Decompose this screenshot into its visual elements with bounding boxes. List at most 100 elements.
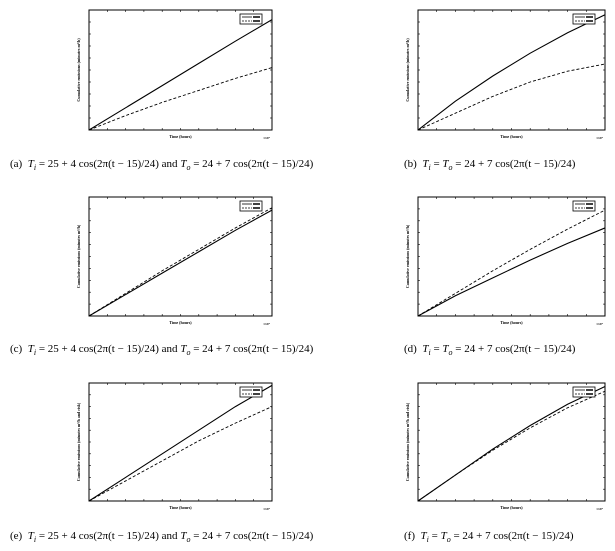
- series-line-2: [88, 207, 273, 317]
- caption-part: T: [180, 530, 187, 542]
- caption-part: i: [33, 535, 37, 545]
- legend-label-2: [253, 207, 260, 209]
- caption-part: o: [186, 163, 191, 173]
- legend: [572, 13, 596, 25]
- caption-part: o: [448, 163, 453, 173]
- x-axis-label: Time (hours): [169, 320, 192, 325]
- x-axis-label: Time (hours): [500, 134, 523, 139]
- legend-label-1: [586, 389, 593, 391]
- x-axis-multiplier: ×10⁴: [263, 322, 270, 326]
- caption-label: (a): [10, 158, 28, 170]
- caption-part: i: [33, 163, 37, 173]
- caption-part: T: [180, 343, 187, 355]
- caption-part: T: [27, 530, 34, 542]
- caption-part: T: [442, 343, 449, 355]
- x-axis-label: Time (hours): [169, 134, 192, 139]
- caption-part: =: [428, 530, 441, 542]
- caption-part: = 25 + 4 cos(2π(t − 15)/24) and: [36, 343, 181, 355]
- x-axis-multiplier: ×10⁴: [263, 136, 270, 140]
- caption-part: o: [186, 348, 191, 358]
- x-axis-multiplier: ×10⁴: [263, 507, 270, 511]
- caption-part: T: [442, 158, 449, 170]
- legend: [239, 200, 263, 212]
- caption-e: (e) Ti = 25 + 4 cos(2π(t − 15)/24) and T…: [10, 530, 313, 544]
- caption-part: o: [448, 348, 453, 358]
- legend-label-1: [253, 389, 260, 391]
- y-axis-label: Cumulative emissions (minutes m³/h and r…: [405, 402, 410, 481]
- series-line-2: [88, 67, 273, 131]
- caption-part: =: [430, 343, 443, 355]
- caption-part: T: [180, 158, 187, 170]
- caption-part: = 25 + 4 cos(2π(t − 15)/24) and: [36, 158, 181, 170]
- legend-box: [239, 13, 263, 25]
- series-line-2: [88, 406, 273, 502]
- caption-part: =: [430, 158, 443, 170]
- legend-box: [572, 386, 596, 398]
- caption-part: T: [27, 343, 34, 355]
- caption-label: (e): [10, 530, 28, 542]
- caption-part: T: [440, 530, 447, 542]
- series-line-1: [88, 209, 273, 317]
- y-axis-label: Cumulative emissions (minutes m³/h and r…: [76, 402, 81, 481]
- caption-part: o: [186, 535, 191, 545]
- caption-part: = 24 + 7 cos(2π(t − 15)/24): [190, 158, 314, 170]
- legend-label-2: [586, 393, 593, 395]
- caption-part: = 24 + 7 cos(2π(t − 15)/24): [450, 530, 574, 542]
- caption-part: T: [420, 530, 427, 542]
- x-axis-multiplier: ×10⁴: [596, 507, 603, 511]
- caption-part: = 24 + 7 cos(2π(t − 15)/24): [452, 158, 576, 170]
- legend: [239, 386, 263, 398]
- legend-label-2: [586, 207, 593, 209]
- series-line-1: [88, 19, 273, 131]
- legend: [239, 13, 263, 25]
- caption-part: T: [422, 343, 429, 355]
- caption-part: T: [422, 158, 429, 170]
- legend: [572, 386, 596, 398]
- caption-part: = 24 + 7 cos(2π(t − 15)/24): [190, 343, 314, 355]
- x-axis-multiplier: ×10⁴: [596, 136, 603, 140]
- series-line-1: [417, 14, 606, 131]
- x-axis-label: Time (hours): [500, 505, 523, 510]
- series-line-2: [417, 63, 606, 131]
- y-axis-label: Cumulative emissions (minutes m³/h): [405, 224, 410, 288]
- caption-part: T: [27, 158, 34, 170]
- legend-box: [572, 200, 596, 212]
- x-axis-label: Time (hours): [500, 320, 523, 325]
- caption-part: i: [428, 348, 431, 358]
- caption-part: i: [428, 163, 431, 173]
- caption-a: (a) Ti = 25 + 4 cos(2π(t − 15)/24) and T…: [10, 158, 313, 172]
- legend-box: [572, 13, 596, 25]
- legend-label-1: [253, 203, 260, 205]
- plot-frame: [417, 382, 606, 502]
- x-axis-multiplier: ×10⁴: [596, 322, 603, 326]
- legend-label-2: [253, 393, 260, 395]
- x-axis-label: Time (hours): [169, 505, 192, 510]
- caption-part: = 24 + 7 cos(2π(t − 15)/24): [190, 530, 314, 542]
- caption-part: = 24 + 7 cos(2π(t − 15)/24): [452, 343, 576, 355]
- caption-f: (f) Ti = To = 24 + 7 cos(2π(t − 15)/24): [404, 530, 574, 544]
- caption-b: (b) Ti = To = 24 + 7 cos(2π(t − 15)/24): [404, 158, 575, 172]
- series-line-1: [88, 384, 273, 502]
- caption-label: (c): [10, 343, 28, 355]
- legend-label-1: [586, 16, 593, 18]
- caption-part: o: [446, 535, 451, 545]
- caption-part: = 25 + 4 cos(2π(t − 15)/24) and: [36, 530, 181, 542]
- y-axis-label: Cumulative emissions (minutes m³/h): [76, 38, 81, 102]
- legend-box: [239, 386, 263, 398]
- series-line-2: [417, 209, 606, 317]
- y-axis-label: Cumulative emissions (minutes m³/h): [405, 38, 410, 102]
- caption-part: i: [33, 348, 37, 358]
- legend-label-1: [253, 16, 260, 18]
- legend-label-2: [253, 20, 260, 22]
- caption-label: (b): [404, 158, 423, 170]
- y-axis-label: Cumulative emissions (minutes m³/h): [76, 224, 81, 288]
- legend: [572, 200, 596, 212]
- legend-label-1: [586, 203, 593, 205]
- caption-d: (d) Ti = To = 24 + 7 cos(2π(t − 15)/24): [404, 343, 575, 357]
